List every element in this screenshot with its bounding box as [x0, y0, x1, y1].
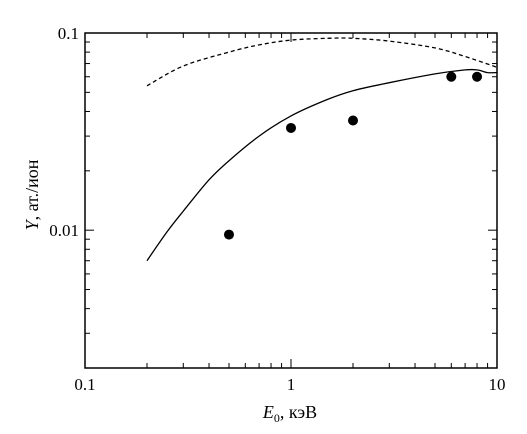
solid-series-line	[146, 68, 498, 262]
x-tick-label: 1	[287, 375, 296, 394]
dashed-series-line	[146, 37, 498, 87]
y-axis-title: Y, ат./ион	[22, 159, 42, 230]
y-axis-symbol: Y	[22, 218, 42, 230]
data-point	[348, 115, 359, 126]
plot-area-border	[84, 32, 498, 369]
axis-ticks	[84, 32, 498, 369]
x-tick-label: 10	[489, 375, 506, 394]
tick-labels: 0.1 1 10 0.01 0.1	[49, 24, 505, 394]
series-layer	[146, 37, 498, 262]
data-point	[446, 71, 457, 82]
y-tick-label: 0.1	[58, 24, 79, 43]
x-axis-symbol: E	[262, 402, 274, 422]
x-axis-subscript: 0	[274, 411, 280, 425]
x-tick-label: 0.1	[74, 375, 95, 394]
x-axis-unit: , кэВ	[280, 402, 317, 422]
data-point	[472, 71, 483, 82]
data-point	[223, 229, 234, 240]
data-point	[286, 122, 296, 133]
y-tick-label: 0.01	[49, 221, 79, 240]
y-axis-unit: , ат./ион	[22, 159, 42, 220]
plot-frame	[84, 32, 498, 369]
x-axis-title: E0, кэВ	[262, 402, 317, 425]
